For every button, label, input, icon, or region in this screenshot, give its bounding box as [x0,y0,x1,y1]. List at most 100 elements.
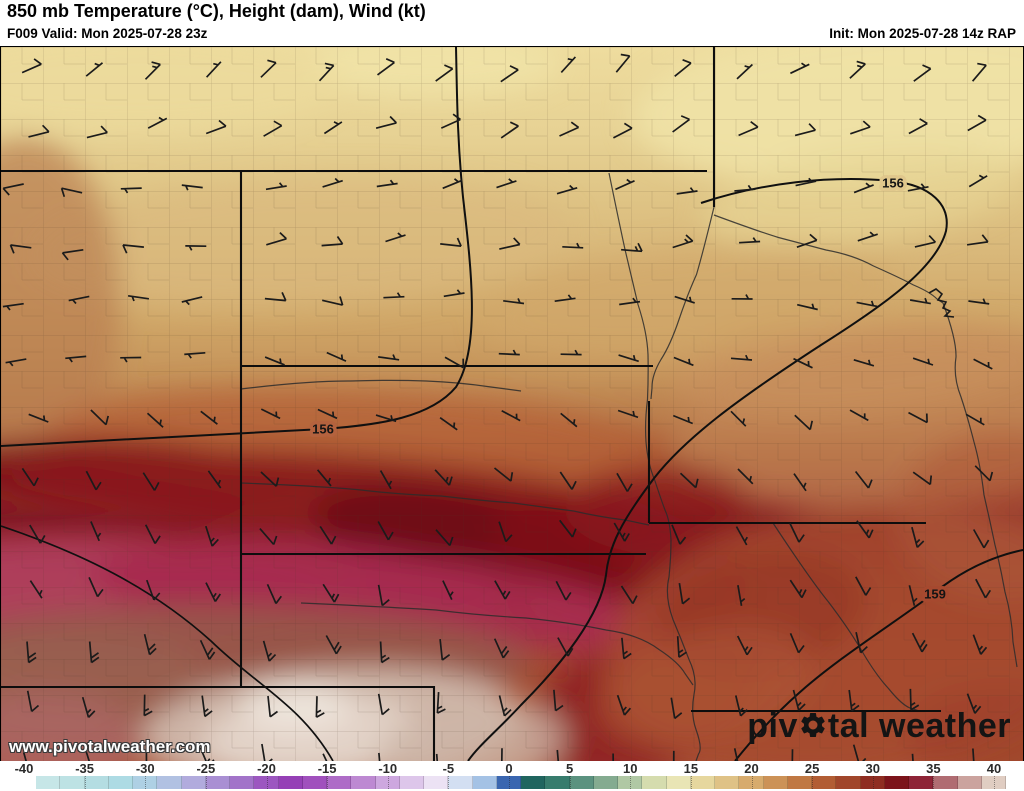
colorbar-segment [327,776,352,789]
colorbar-segment [909,776,934,789]
colorbar-segment [690,776,715,789]
colorbar-tick-label: 25 [804,761,820,776]
colorbar-segment [157,776,182,789]
page-title: 850 mb Temperature (°C), Height (dam), W… [7,1,426,21]
colorbar-tick-label: 40 [986,761,1002,776]
colorbar-tick-mark [812,776,814,789]
colorbar-segment [399,776,424,789]
colorbar-tick-mark [630,776,632,789]
colorbar-segment [133,776,158,789]
wind-barbs-layer [2,53,994,761]
colorbar-segment [472,776,497,789]
colorbar-segment [666,776,691,789]
colorbar-tick-label: 5 [566,761,574,776]
colorbar-tick-mark [145,776,147,789]
map-canvas: 156 156 159 www.pivotalweather.com piv tal … [0,46,1024,761]
colorbar-tick-mark [690,776,692,789]
pivotal-weather-logo: piv tal weather [747,707,1011,746]
colorbar-tick-mark [84,776,86,789]
map-header: 850 mb Temperature (°C), Height (dam), W… [0,0,1024,46]
colorbar-segment [205,776,230,789]
colorbar-segment [496,776,521,789]
logo-text-post: tal weather [827,707,1011,745]
colorbar-tick-label: -40 [14,761,34,776]
county-lines-layer [1,47,1023,761]
colorbar-segment [108,776,133,789]
colorbar-segment [521,776,546,789]
colorbar-tick-mark [994,776,995,789]
colorbar-tick-mark [327,776,329,789]
colorbar-tick-mark [933,776,935,789]
colorbar-tick-mark [751,776,753,789]
colorbar-segment [60,776,85,789]
colorbar-tick-mark [448,776,450,789]
colorbar-tick-label: 30 [865,761,880,776]
colorbar-tick-label: -5 [442,761,455,776]
height-contours-layer [1,47,1023,761]
colorbar-segment [448,776,473,789]
colorbar-segment [302,776,327,789]
colorbar-segment [763,776,788,789]
colorbar-tick-label: -25 [196,761,216,776]
colorbar-segment [957,776,982,789]
gear-icon [801,712,825,737]
colorbar-segment [278,776,303,789]
colorbar-tick-mark [569,776,571,789]
contour-labels-layer: 156 156 159 [309,172,950,605]
colorbar-tick-label: 15 [683,761,699,776]
contour-156-east [467,178,948,761]
colorbar-tick-mark [387,776,389,789]
colorbar-segment [715,776,740,789]
colorbar-segment [618,776,643,789]
colorbar-tick-mark [266,776,268,789]
colorbar-tick-label: 0 [505,761,513,776]
colorbar-segment [181,776,206,789]
colorbar-segment [642,776,667,789]
state-borders-layer [1,47,941,761]
colorbar-tick-label: 20 [744,761,759,776]
colorbar-segment [424,776,449,789]
urban-area-scribble [928,288,955,318]
colorbar-segment [36,776,61,789]
contour-159 [734,549,1023,761]
colorbar-segment [981,776,1006,789]
colorbar-segment [351,776,376,789]
colorbar-tick-mark [509,776,510,789]
colorbar-segment [84,776,109,789]
watermark: www.pivotalweather.com [9,737,211,756]
colorbar-segment [787,776,812,789]
colorbar-gradient-bar [36,776,1006,789]
colorbar-tick-label: 35 [926,761,941,776]
colorbar-tick-label: -15 [317,761,337,776]
contour-label-156-0: 156 [312,422,334,437]
colorbar-tick-mark [872,776,874,789]
colorbar-segment [812,776,837,789]
colorbar-segment [933,776,958,789]
colorbar-segment [545,776,570,789]
colorbar-segment [860,776,885,789]
contour-156-west [1,47,473,447]
weather-field-svg: 156 156 159 [1,47,1023,761]
colorbar-tick-mark [205,776,207,789]
colorbar-tick-label: 10 [623,761,638,776]
colorbar: -40 -35 -30 -25 -20 -15 -10 -5 0 5 10 15 20 25 30 35 40 [0,761,1024,791]
init-time-label: Init: Mon 2025-07-28 14z RAP [829,26,1016,41]
colorbar-segment [375,776,400,789]
colorbar-tick-label: -20 [257,761,276,776]
colorbar-tick-label: -35 [75,761,95,776]
colorbar-segment [254,776,279,789]
colorbar-segment [230,776,255,789]
colorbar-segment [593,776,618,789]
colorbar-segment [739,776,764,789]
colorbar-segment [836,776,861,789]
contour-label-156-1: 156 [882,176,904,191]
colorbar-tick-label: -10 [378,761,398,776]
logo-text-pre: piv [747,707,798,745]
colorbar-tick-label: -30 [135,761,155,776]
contour-label-159-2: 159 [924,587,946,602]
valid-time-label: F009 Valid: Mon 2025-07-28 23z [7,26,208,41]
contour-unlabeled [1,525,334,761]
colorbar-segment [569,776,594,789]
colorbar-segment [884,776,909,789]
